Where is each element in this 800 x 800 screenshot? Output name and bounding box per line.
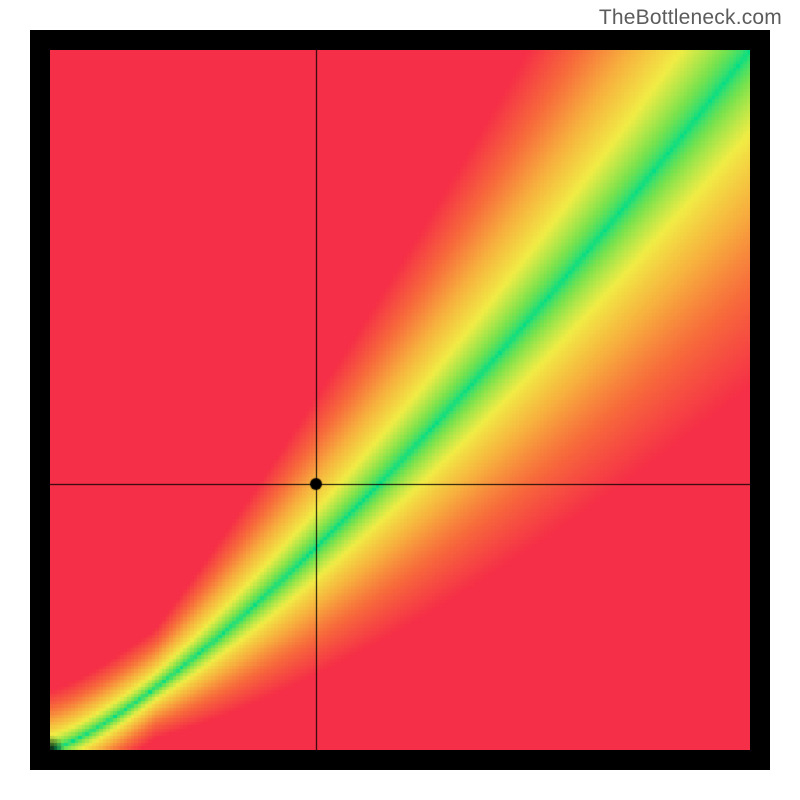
chart-inner: [50, 50, 750, 750]
heatmap-canvas: [50, 50, 750, 750]
chart-frame: [30, 30, 770, 770]
watermark-text: TheBottleneck.com: [599, 6, 782, 30]
